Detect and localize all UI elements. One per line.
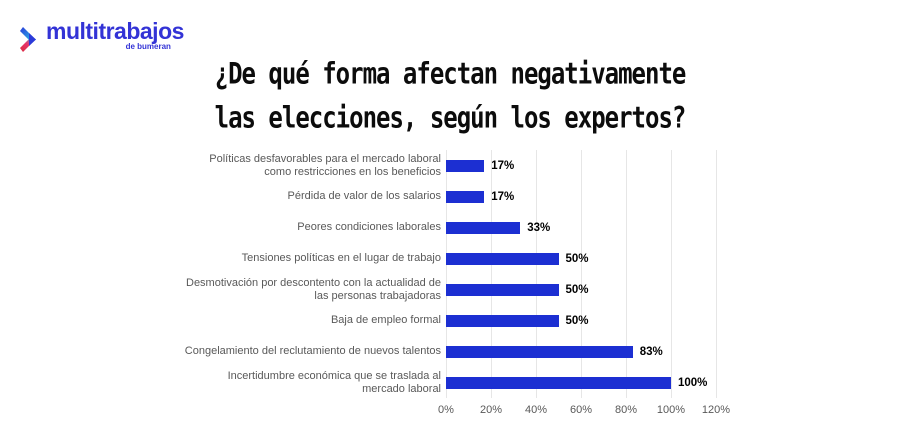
bar <box>446 252 559 265</box>
chart-row: Políticas desfavorables para el mercado … <box>161 150 761 181</box>
bar <box>446 190 485 203</box>
bar <box>446 314 559 327</box>
value-label: 17% <box>491 190 515 203</box>
bar <box>446 221 521 234</box>
category-label: Peores condiciones laborales <box>297 221 441 233</box>
chart-title-line1: ¿De qué forma afectan negativamente <box>214 56 687 92</box>
value-label: 50% <box>565 252 589 265</box>
bar-track: 50% <box>446 274 716 305</box>
bar-track: 50% <box>446 305 716 336</box>
chart-row: Baja de empleo formal 50% <box>161 305 761 336</box>
plot-area <box>446 150 717 398</box>
bar <box>446 159 485 172</box>
bar <box>446 345 633 358</box>
logo-brand-text: multitrabajos <box>46 18 184 44</box>
category-label: Políticas desfavorables para el mercado … <box>209 152 441 178</box>
x-axis-tick-label: 20% <box>479 404 503 416</box>
x-axis: 0% 20% 40% 60% 80% 100% 120% <box>438 398 730 418</box>
bar-chart: Políticas desfavorables para el mercado … <box>161 150 761 416</box>
bar-track: 17% <box>446 181 716 212</box>
category-label: Incertidumbre económica que se traslada … <box>227 369 441 395</box>
value-label: 50% <box>565 283 589 296</box>
bar-track: 100% <box>446 367 716 398</box>
bar-track: 17% <box>446 150 716 181</box>
chart-title: ¿De qué forma afectan negativamente las … <box>0 52 900 140</box>
chart-row: Desmotivación por descontento con la act… <box>161 274 761 305</box>
gridline <box>671 150 672 398</box>
logo-subbrand-text: de bumeran <box>125 42 171 51</box>
category-label: Tensiones políticas en el lugar de traba… <box>241 252 441 264</box>
category-label: Baja de empleo formal <box>330 314 441 326</box>
bar-track: 50% <box>446 243 716 274</box>
gridline <box>491 150 492 398</box>
value-label: 33% <box>527 221 551 234</box>
bar-track: 83% <box>446 336 716 367</box>
value-label: 100% <box>678 376 708 389</box>
x-axis-tick-label: 100% <box>656 404 686 416</box>
chart-row: Tensiones políticas en el lugar de traba… <box>161 243 761 274</box>
gridline <box>446 150 447 398</box>
chart-row: Pérdida de valor de los salarios 17% <box>161 181 761 212</box>
x-axis-tick-label: 80% <box>614 404 638 416</box>
category-label: Congelamiento del reclutamiento de nuevo… <box>184 345 441 357</box>
bar <box>446 376 671 389</box>
gridline <box>716 150 717 398</box>
x-axis-tick-label: 60% <box>569 404 593 416</box>
category-label: Pérdida de valor de los salarios <box>287 190 441 202</box>
value-label: 17% <box>491 159 515 172</box>
chart-rows: Políticas desfavorables para el mercado … <box>161 150 761 398</box>
x-axis-tick-label: 120% <box>701 404 731 416</box>
chart-title-line2: las elecciones, según los expertos? <box>214 100 687 135</box>
chart-row: Peores condiciones laborales 33% <box>161 212 761 243</box>
chart-row: Incertidumbre económica que se traslada … <box>161 367 761 398</box>
gridline <box>536 150 537 398</box>
chart-row: Congelamiento del reclutamiento de nuevo… <box>161 336 761 367</box>
logo-text: multitrabajos de bumeran <box>46 18 184 51</box>
value-label: 83% <box>639 345 663 358</box>
gridline <box>581 150 582 398</box>
multitrabajos-logo: multitrabajos de bumeran <box>18 18 184 55</box>
category-label: Desmotivación por descontento con la act… <box>186 276 441 302</box>
gridline <box>626 150 627 398</box>
value-label: 50% <box>565 314 589 327</box>
x-axis-tick-label: 0% <box>438 404 454 416</box>
bar-track: 33% <box>446 212 716 243</box>
bar <box>446 283 559 296</box>
logo-chevron-icon <box>20 27 36 52</box>
x-axis-tick-label: 40% <box>524 404 548 416</box>
